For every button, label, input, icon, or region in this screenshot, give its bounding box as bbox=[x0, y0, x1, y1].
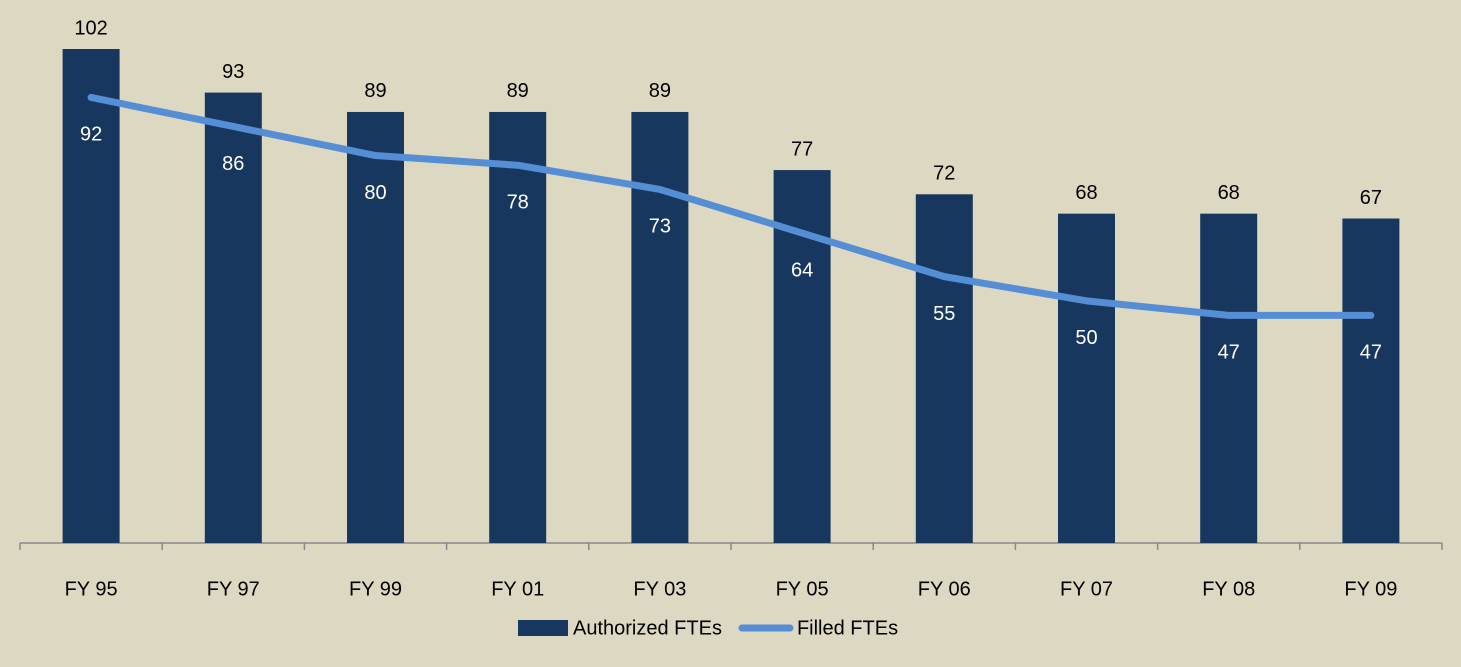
x-tick-label: FY 08 bbox=[1202, 578, 1255, 600]
line-value-label: 47 bbox=[1218, 342, 1240, 364]
bar-value-label: 67 bbox=[1360, 187, 1382, 209]
bar bbox=[1200, 213, 1258, 543]
x-tick-label: FY 95 bbox=[65, 578, 118, 600]
bar bbox=[915, 194, 973, 543]
x-tick-label: FY 09 bbox=[1344, 578, 1397, 600]
line-value-label: 78 bbox=[507, 192, 529, 214]
bar-value-label: 77 bbox=[791, 138, 813, 160]
x-tick-label: FY 99 bbox=[349, 578, 402, 600]
bar-value-label: 89 bbox=[649, 80, 671, 102]
line-value-label: 50 bbox=[1075, 327, 1097, 349]
bar bbox=[1058, 213, 1115, 543]
bar bbox=[347, 111, 404, 543]
legend-label: Filled FTEs bbox=[797, 617, 898, 639]
bar bbox=[204, 92, 262, 544]
line-value-label: 92 bbox=[80, 124, 102, 146]
line-value-label: 80 bbox=[364, 182, 386, 204]
line bbox=[87, 93, 1375, 319]
x-tick-label: FY 03 bbox=[633, 578, 686, 600]
x-tick-label: FY 01 bbox=[491, 578, 544, 600]
bar-value-label: 72 bbox=[933, 163, 955, 185]
bar bbox=[1342, 218, 1400, 543]
bar-value-label: 68 bbox=[1075, 182, 1097, 204]
bar-value-label: 89 bbox=[507, 80, 529, 102]
legend-label: Authorized FTEs bbox=[573, 617, 722, 639]
line-value-label: 73 bbox=[649, 216, 671, 238]
bar-value-label: 68 bbox=[1218, 182, 1240, 204]
x-tick-label: FY 06 bbox=[918, 578, 971, 600]
bar-value-label: 93 bbox=[222, 61, 244, 83]
line-value-label: 64 bbox=[791, 259, 813, 281]
line-value-label: 55 bbox=[933, 303, 955, 325]
bar-value-label: 102 bbox=[74, 17, 107, 39]
legend-swatch bbox=[518, 620, 568, 636]
x-tick-label: FY 05 bbox=[776, 578, 829, 600]
bar bbox=[489, 111, 547, 543]
x-tick-label: FY 97 bbox=[207, 578, 260, 600]
bar bbox=[62, 49, 120, 543]
bar bbox=[631, 111, 689, 543]
line-value-label: 47 bbox=[1360, 342, 1382, 364]
line-value-label: 86 bbox=[222, 153, 244, 175]
bar-value-label: 89 bbox=[364, 80, 386, 102]
x-tick-label: FY 07 bbox=[1060, 578, 1113, 600]
